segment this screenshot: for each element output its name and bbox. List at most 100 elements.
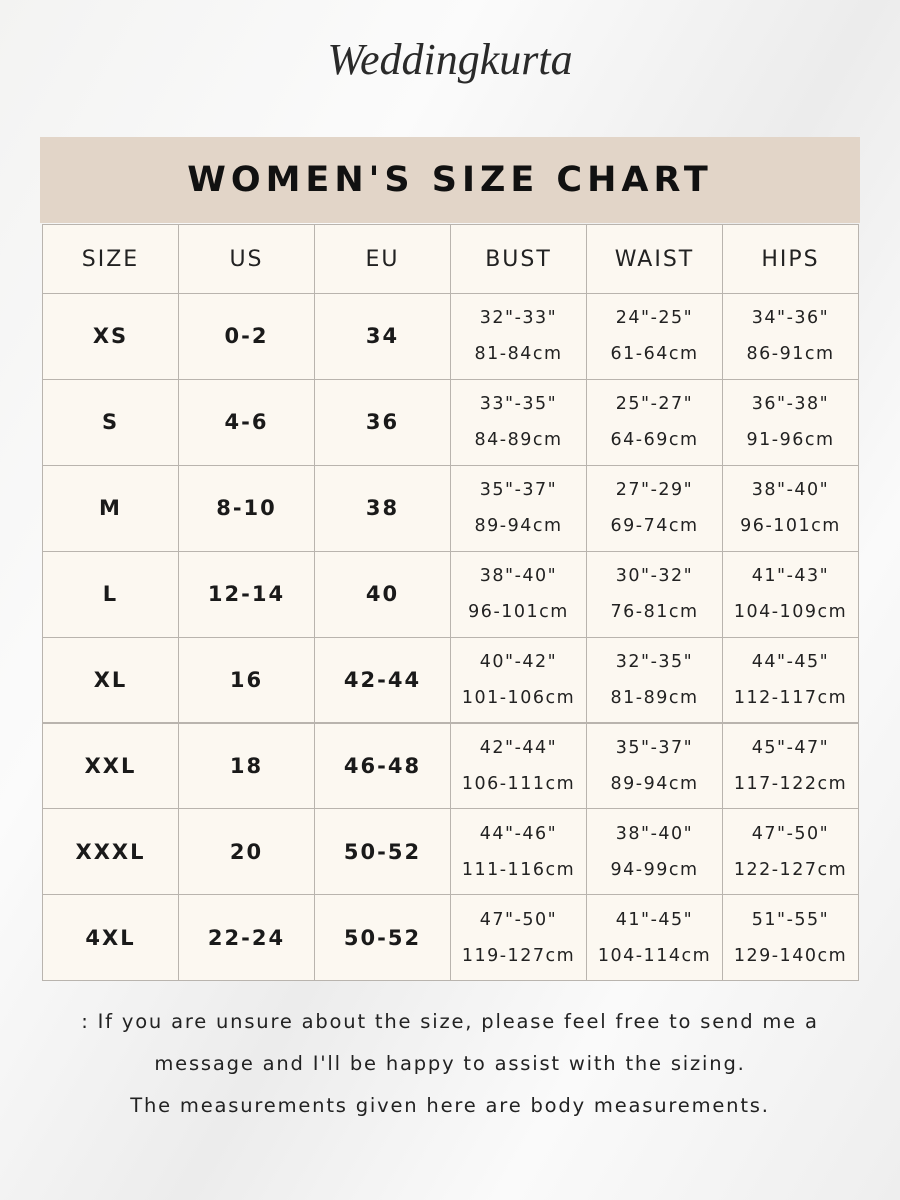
- size-cell: 20: [178, 808, 315, 896]
- inch-value: 41"-43": [751, 566, 830, 587]
- measure-cell: 32"-35" 81-89cm: [586, 636, 723, 724]
- cm-value: 129-140cm: [733, 945, 848, 966]
- measure-cell: 30"-32" 76-81cm: [586, 550, 723, 638]
- measure-cell: 32"-33" 81-84cm: [450, 293, 587, 380]
- size-cell: 16: [178, 636, 315, 724]
- size-cell: 50-52: [314, 894, 451, 982]
- inch-value: 38"-40": [751, 480, 830, 501]
- cm-value: 122-127cm: [733, 859, 848, 880]
- size-cell: 12-14: [178, 550, 315, 638]
- inch-value: 47"-50": [751, 823, 830, 844]
- title-band: WOMEN'S SIZE CHART: [40, 137, 860, 223]
- inch-value: 40"-42": [479, 652, 558, 673]
- inch-value: 25"-27": [615, 394, 694, 415]
- size-cell: XXXL: [42, 808, 179, 896]
- inch-value: 27"-29": [615, 480, 694, 501]
- measure-cell: 24"-25" 61-64cm: [586, 293, 723, 380]
- measure-cell: 35"-37" 89-94cm: [586, 722, 723, 810]
- size-cell: XXL: [42, 722, 179, 810]
- measure-cell: 44"-46" 111-116cm: [450, 808, 587, 896]
- measure-cell: 35"-37" 89-94cm: [450, 464, 587, 552]
- size-cell: 46-48: [314, 722, 451, 810]
- footer-line: : If you are unsure about the size, plea…: [81, 1010, 819, 1033]
- column-header: US: [178, 224, 315, 294]
- inch-value: 38"-40": [615, 823, 694, 844]
- cm-value: 84-89cm: [474, 430, 563, 451]
- cm-value: 81-84cm: [474, 344, 563, 365]
- title: WOMEN'S SIZE CHART: [187, 160, 713, 200]
- cm-value: 106-111cm: [461, 773, 576, 794]
- cm-value: 69-74cm: [610, 516, 699, 537]
- cm-value: 111-116cm: [461, 859, 576, 880]
- column-header: EU: [314, 224, 451, 294]
- measure-cell: 44"-45" 112-117cm: [722, 636, 859, 724]
- cm-value: 94-99cm: [610, 859, 699, 880]
- measure-cell: 38"-40" 94-99cm: [586, 808, 723, 896]
- footer-line: message and I'll be happy to assist with…: [154, 1052, 746, 1075]
- size-cell: XL: [42, 636, 179, 724]
- size-cell: L: [42, 550, 179, 638]
- size-cell: S: [42, 378, 179, 466]
- inch-value: 35"-37": [479, 480, 558, 501]
- size-cell: 50-52: [314, 808, 451, 896]
- inch-value: 44"-46": [479, 823, 558, 844]
- measure-cell: 40"-42" 101-106cm: [450, 636, 587, 724]
- column-header: BUST: [450, 224, 587, 294]
- cm-value: 89-94cm: [474, 516, 563, 537]
- size-cell: 18: [178, 722, 315, 810]
- measure-cell: 41"-43" 104-109cm: [722, 550, 859, 638]
- measure-cell: 38"-40" 96-101cm: [450, 550, 587, 638]
- cm-value: 119-127cm: [461, 945, 576, 966]
- measure-cell: 33"-35" 84-89cm: [450, 378, 587, 466]
- inch-value: 24"-25": [615, 308, 694, 329]
- measure-cell: 42"-44" 106-111cm: [450, 722, 587, 810]
- inch-value: 32"-35": [615, 652, 694, 673]
- size-cell: 40: [314, 550, 451, 638]
- cm-value: 76-81cm: [610, 602, 699, 623]
- cm-value: 104-109cm: [733, 602, 848, 623]
- size-cell: M: [42, 464, 179, 552]
- cm-value: 89-94cm: [610, 773, 699, 794]
- inch-value: 42"-44": [479, 737, 558, 758]
- size-cell: 0-2: [178, 293, 315, 380]
- footer-line: The measurements given here are body mea…: [130, 1094, 770, 1117]
- inch-value: 45"-47": [751, 737, 830, 758]
- size-cell: XS: [42, 293, 179, 380]
- measure-cell: 47"-50" 122-127cm: [722, 808, 859, 896]
- column-header: HIPS: [722, 224, 859, 294]
- measure-cell: 41"-45" 104-114cm: [586, 894, 723, 982]
- cm-value: 61-64cm: [610, 344, 699, 365]
- cm-value: 86-91cm: [746, 344, 835, 365]
- inch-value: 35"-37": [615, 737, 694, 758]
- column-header: WAIST: [586, 224, 723, 294]
- cm-value: 91-96cm: [746, 430, 835, 451]
- cm-value: 101-106cm: [461, 688, 576, 709]
- cm-value: 104-114cm: [597, 945, 712, 966]
- inch-value: 38"-40": [479, 566, 558, 587]
- inch-value: 34"-36": [751, 308, 830, 329]
- inch-value: 51"-55": [751, 909, 830, 930]
- brand: Weddingkurta: [327, 35, 573, 84]
- inch-value: 41"-45": [615, 909, 694, 930]
- inch-value: 44"-45": [751, 652, 830, 673]
- size-cell: 38: [314, 464, 451, 552]
- size-cell: 36: [314, 378, 451, 466]
- size-cell: 4XL: [42, 894, 179, 982]
- cm-value: 96-101cm: [740, 516, 841, 537]
- measure-cell: 38"-40" 96-101cm: [722, 464, 859, 552]
- inch-value: 30"-32": [615, 566, 694, 587]
- cm-value: 117-122cm: [733, 773, 848, 794]
- cm-value: 96-101cm: [468, 602, 569, 623]
- measure-cell: 51"-55" 129-140cm: [722, 894, 859, 982]
- inch-value: 47"-50": [479, 909, 558, 930]
- measure-cell: 25"-27" 64-69cm: [586, 378, 723, 466]
- size-cell: 22-24: [178, 894, 315, 982]
- size-cell: 42-44: [314, 636, 451, 724]
- inch-value: 33"-35": [479, 394, 558, 415]
- size-cell: 8-10: [178, 464, 315, 552]
- inch-value: 32"-33": [479, 308, 558, 329]
- measure-cell: 45"-47" 117-122cm: [722, 722, 859, 810]
- measure-cell: 47"-50" 119-127cm: [450, 894, 587, 982]
- measure-cell: 36"-38" 91-96cm: [722, 378, 859, 466]
- inch-value: 36"-38": [751, 394, 830, 415]
